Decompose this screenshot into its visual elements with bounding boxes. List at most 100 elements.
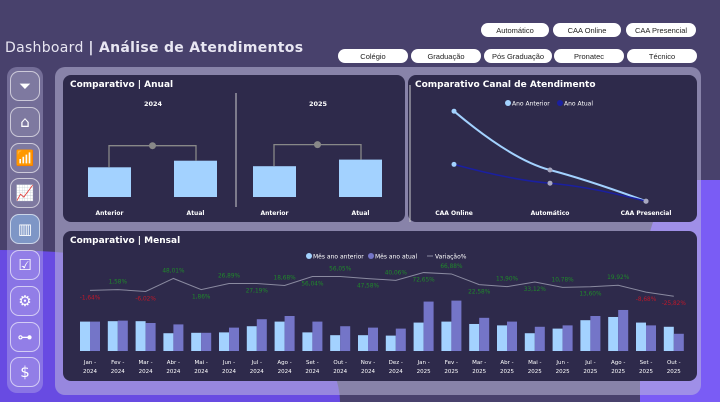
sidebar-button-5[interactable]: ▥ <box>10 214 40 245</box>
bar-curr <box>562 325 573 351</box>
flowchart-icon: ⊶ <box>17 327 33 346</box>
sidebar-button-2[interactable]: ⌂ <box>10 106 40 137</box>
filter-chip-caa-presencial[interactable]: CAA Presencial <box>626 23 696 37</box>
variation-label: -25,82% <box>662 301 687 307</box>
variation-label: 1,58% <box>109 280 128 286</box>
bar-prev <box>552 328 563 351</box>
filter-chip-pronatec[interactable]: Pronatec <box>554 49 624 63</box>
bar-prev <box>330 335 341 351</box>
bar-curr <box>312 321 323 351</box>
variation-label: 27,19% <box>246 288 269 294</box>
month-label: Dez - <box>389 360 403 366</box>
sidebar-button-7[interactable]: ⚙ <box>10 285 40 316</box>
bar-prev <box>135 321 146 351</box>
year-label: 2024 <box>139 369 153 375</box>
growth-chart-icon: 📶 <box>15 148 35 167</box>
year-label: 2025 <box>472 369 486 375</box>
bar-anterior <box>88 167 131 197</box>
annual-comparison-card: Comparativo | Anual 2024 Anterior Atual 202… <box>63 75 405 222</box>
filter-chip-graduação[interactable]: Graduação <box>411 49 481 63</box>
variation-label: 56,04% <box>301 282 324 288</box>
bar-prev <box>191 332 202 351</box>
sidebar-button-1[interactable]: ⏷ <box>10 71 40 101</box>
bar-prev <box>636 322 646 351</box>
category-label: Anterior <box>261 210 289 217</box>
variation-line <box>89 272 674 297</box>
bar-curr <box>117 320 128 351</box>
year-label: 2025 <box>639 369 653 375</box>
category-label: Atual <box>352 210 370 217</box>
year-label: 2025 <box>444 369 458 375</box>
sidebar-button-3[interactable]: 📶 <box>10 142 40 173</box>
bar-curr <box>479 317 490 351</box>
variation-label: 47,58% <box>357 284 380 290</box>
bar-prev <box>385 335 396 351</box>
month-label: Ago - <box>277 360 291 366</box>
sidebar-button-4[interactable]: 📈 <box>10 178 40 209</box>
variation-label: 40,06% <box>385 270 408 276</box>
month-label: Abr - <box>167 360 180 366</box>
variation-label: 1,86% <box>192 295 211 301</box>
variation-label: 48,01% <box>162 268 185 274</box>
bar-prev <box>80 321 90 351</box>
month-label: Nov - <box>361 360 375 366</box>
year-label: 2025 <box>556 369 570 375</box>
category-label: CAA Presencial <box>621 210 672 217</box>
variation-label: 56,05% <box>329 267 352 273</box>
filter-chip-automático[interactable]: Automático <box>481 23 549 37</box>
year-label: 2024 <box>83 369 97 375</box>
filter-chip-pós-graduação[interactable]: Pós Graduação <box>484 49 552 63</box>
month-label: Fev - <box>111 360 124 366</box>
panel-title: 2025 <box>309 100 328 108</box>
variation-label: 72,65% <box>413 278 436 284</box>
sidebar-button-8[interactable]: ⊶ <box>10 321 40 352</box>
sidebar-button-6[interactable]: ☑ <box>10 250 40 280</box>
legend-label: Mês ano atual <box>375 254 417 261</box>
variation-label: 18,68% <box>274 276 297 282</box>
legend-marker <box>368 253 374 259</box>
legend-marker <box>505 100 511 106</box>
location-pin-icon: ⌂ <box>20 112 30 131</box>
year-label: 2024 <box>389 369 403 375</box>
filter-chip-colégio[interactable]: Colégio <box>338 49 408 63</box>
card-title: Comparativo Canal de Atendimento <box>415 80 596 90</box>
bar-anterior <box>253 166 296 197</box>
bar-curr <box>145 323 156 351</box>
bar-prev <box>163 333 174 351</box>
bar-prev <box>107 321 118 351</box>
monitor-check-icon: ☑ <box>18 256 32 274</box>
sidebar-nav: ⏷ ⌂ 📶 📈 ▥ ☑ ⚙ ⊶ $ <box>7 67 43 393</box>
filter-chip-técnico[interactable]: Técnico <box>627 49 697 63</box>
year-label: 2024 <box>166 369 180 375</box>
month-label: Mai - <box>195 360 208 366</box>
year-label: 2024 <box>194 369 208 375</box>
bar-prev <box>524 333 535 351</box>
presentation-icon: 📈 <box>15 184 35 203</box>
bar-atual <box>174 160 217 197</box>
monthly-chart: Mês ano anterior Mês ano atual Variação% Ja… <box>80 253 687 375</box>
bar-curr <box>229 327 239 351</box>
sidebar-button-9[interactable]: $ <box>10 357 40 388</box>
year-label: 2025 <box>500 369 514 375</box>
channel-comparison-card: Comparativo Canal de Atendimento Ano Ant… <box>408 75 697 222</box>
bar-curr <box>423 301 434 351</box>
bar-prev <box>469 323 480 351</box>
variation-label: 66,88% <box>440 264 463 270</box>
filter-chip-caa-online[interactable]: CAA Online <box>553 23 621 37</box>
page-title: Dashboard | Análise de Atendimentos <box>5 40 304 56</box>
month-label: Ago - <box>611 360 625 366</box>
series-line-ano-anterior <box>453 110 647 203</box>
variation-label: -8,68% <box>636 297 657 303</box>
month-label: Set - <box>306 360 319 366</box>
bar-prev <box>663 326 674 351</box>
bar-curr <box>395 328 406 351</box>
bar-curr <box>534 326 545 351</box>
month-label: Jan - <box>416 360 429 366</box>
difference-marker <box>314 141 321 149</box>
bar-prev <box>413 322 424 351</box>
bar-prev <box>219 332 229 351</box>
month-label: Out - <box>333 360 347 366</box>
bar-curr <box>90 321 100 351</box>
category-label: Anterior <box>96 210 124 217</box>
bar-curr <box>618 309 629 351</box>
